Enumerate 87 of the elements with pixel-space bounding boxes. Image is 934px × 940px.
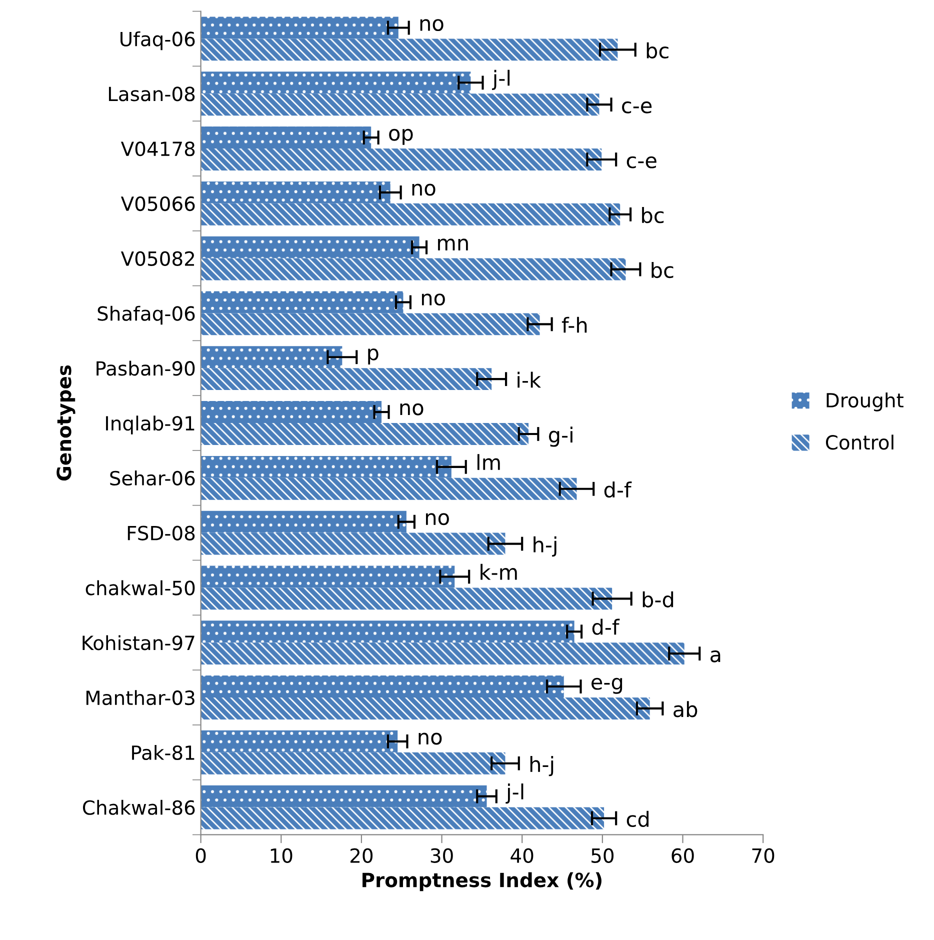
bar: [200, 291, 404, 314]
data-label: lm: [477, 454, 500, 470]
y-tick-label: Lasan-08: [108, 86, 195, 102]
y-tick-label: Sehar-06: [110, 470, 195, 486]
data-label: f-h: [562, 316, 587, 333]
data-label: bc: [646, 42, 668, 58]
bar: [200, 236, 420, 258]
data-label: j-l: [506, 783, 524, 804]
data-label: c-e: [622, 101, 652, 114]
data-label: no: [412, 184, 436, 196]
legend-label: Drought: [826, 392, 904, 412]
y-tick-label: chakwal-50: [86, 580, 195, 596]
y-axis-title: Genotypes: [56, 365, 76, 481]
bar: [200, 456, 452, 478]
data-label: i-k: [518, 372, 541, 388]
y-tick-label: Pasban-90: [96, 360, 195, 376]
x-tick-label: 60: [672, 848, 694, 863]
bar: [200, 510, 406, 533]
bar: [200, 203, 620, 226]
bar: [200, 532, 506, 555]
data-label: h-j: [534, 536, 556, 557]
data-label: ab: [674, 701, 698, 718]
y-tick-label: Inqlab-91: [106, 416, 194, 434]
data-label: no: [426, 513, 449, 526]
data-label: h-j: [530, 756, 554, 776]
x-tick-label: 0: [196, 848, 206, 863]
x-tick-label: 20: [350, 848, 373, 863]
data-label: no: [418, 732, 442, 745]
bar: [200, 588, 612, 610]
bar: [200, 126, 372, 149]
legend-label: Control: [826, 434, 894, 450]
bar: [200, 401, 382, 423]
data-label: c-e: [626, 156, 656, 168]
bar: [200, 676, 564, 698]
data-label: d-f: [592, 618, 620, 635]
y-tick-label: V05082: [120, 251, 194, 266]
bar: [200, 346, 342, 368]
bar: [200, 94, 600, 116]
y-tick-label: V04178: [120, 141, 195, 156]
bar: [200, 478, 577, 500]
data-label: mn: [438, 238, 468, 250]
bar: [200, 697, 650, 720]
x-tick-label: 30: [430, 848, 453, 863]
bar: [200, 72, 471, 94]
y-tick-label: FSD-08: [128, 526, 195, 540]
bar: [200, 566, 455, 588]
x-axis-title: Promptness Index (%): [362, 872, 602, 892]
data-label: bc: [652, 262, 674, 278]
y-tick-label: Shafaq-06: [98, 306, 195, 325]
data-label: no: [422, 294, 445, 306]
bar: [200, 752, 506, 774]
y-tick-label: Kohistan-97: [82, 635, 194, 650]
bar: [200, 258, 626, 280]
data-label: p: [368, 348, 378, 364]
data-label: bc: [642, 207, 664, 224]
y-tick-label: Pak-81: [132, 744, 194, 760]
bar: [200, 181, 390, 204]
bar: [200, 148, 602, 170]
bar: [200, 620, 574, 643]
data-label: cd: [626, 810, 649, 828]
bar: [200, 423, 529, 445]
data-label: no: [400, 403, 424, 416]
bar: [200, 368, 492, 390]
data-label: e-g: [592, 678, 622, 694]
data-label: g-i: [548, 426, 572, 447]
x-tick-label: 40: [510, 848, 534, 863]
data-label: a: [710, 650, 720, 662]
y-tick-label: Chakwal-86: [82, 800, 195, 815]
data-label: j-l: [492, 70, 510, 90]
bar: [200, 807, 604, 830]
bar: [200, 642, 684, 665]
y-tick-label: Manthar-03: [86, 690, 194, 706]
data-label: k-m: [480, 564, 517, 580]
bar: [200, 785, 487, 808]
bar: [200, 313, 540, 336]
y-tick-label: V05066: [120, 196, 195, 212]
data-label: op: [389, 128, 413, 145]
x-tick-label: 10: [270, 848, 292, 863]
x-tick-label: 70: [752, 848, 774, 863]
data-label: d-f: [604, 482, 632, 498]
data-label: b-d: [642, 591, 674, 608]
data-label: no: [420, 19, 444, 32]
y-tick-label: Ufaq-06: [120, 31, 195, 50]
bar: [200, 16, 398, 39]
bar: [200, 38, 618, 61]
bar: [200, 730, 398, 752]
x-tick-label: 50: [592, 848, 614, 863]
